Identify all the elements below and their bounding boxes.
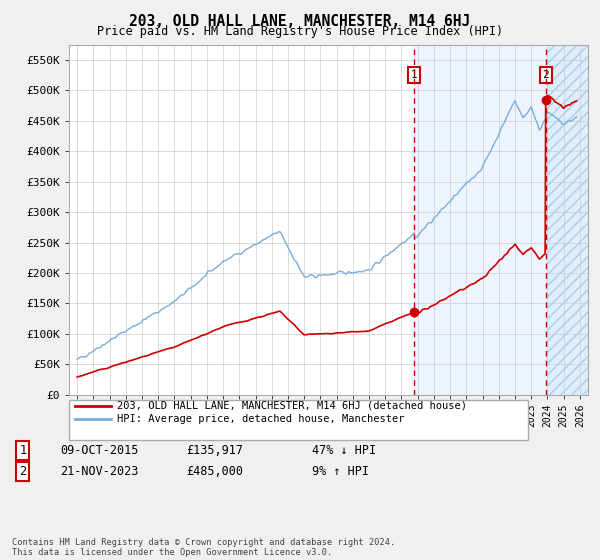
Text: £485,000: £485,000 <box>186 465 243 478</box>
Bar <box>545 45 588 395</box>
Text: Contains HM Land Registry data © Crown copyright and database right 2024.
This d: Contains HM Land Registry data © Crown c… <box>12 538 395 557</box>
Text: 47% ↓ HPI: 47% ↓ HPI <box>312 444 376 458</box>
Text: 1: 1 <box>19 444 26 458</box>
Text: 203, OLD HALL LANE, MANCHESTER, M14 6HJ (detached house): 203, OLD HALL LANE, MANCHESTER, M14 6HJ … <box>117 401 467 411</box>
Text: £135,917: £135,917 <box>186 444 243 458</box>
Text: 21-NOV-2023: 21-NOV-2023 <box>60 465 139 478</box>
Bar <box>545 45 588 395</box>
Text: 203, OLD HALL LANE, MANCHESTER, M14 6HJ: 203, OLD HALL LANE, MANCHESTER, M14 6HJ <box>130 14 470 29</box>
Text: 09-OCT-2015: 09-OCT-2015 <box>60 444 139 458</box>
Text: 9% ↑ HPI: 9% ↑ HPI <box>312 465 369 478</box>
Text: 2: 2 <box>542 70 549 80</box>
Text: 1: 1 <box>411 70 418 80</box>
Bar <box>414 45 545 395</box>
Text: 2: 2 <box>19 465 26 478</box>
Text: Price paid vs. HM Land Registry's House Price Index (HPI): Price paid vs. HM Land Registry's House … <box>97 25 503 38</box>
Text: HPI: Average price, detached house, Manchester: HPI: Average price, detached house, Manc… <box>117 414 404 424</box>
